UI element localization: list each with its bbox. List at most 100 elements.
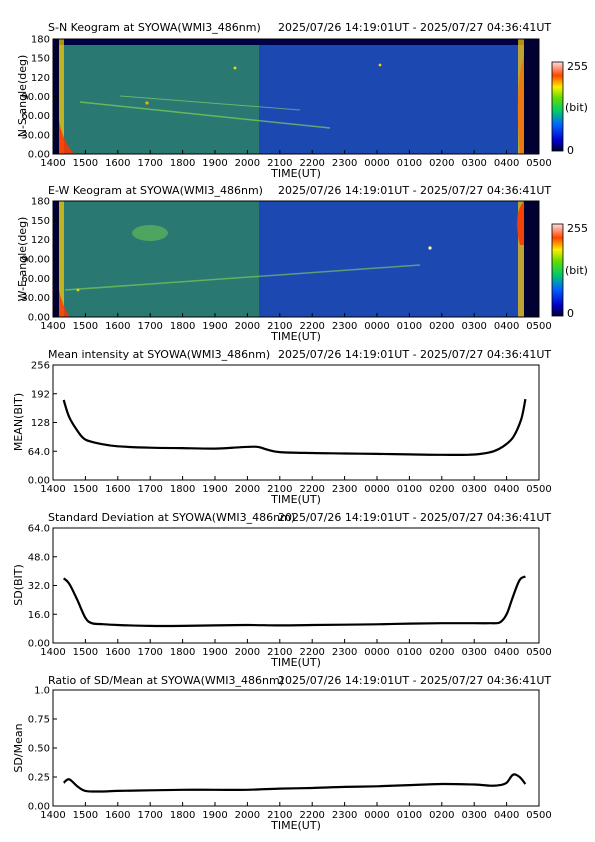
x-tick-label: 1600 — [105, 810, 130, 821]
sn-keogram-image — [53, 39, 539, 154]
y-tick-label: 120 — [31, 73, 50, 84]
sn-keogram-xlabel: TIME(UT) — [270, 167, 321, 180]
mean-panel: Mean intensity at SYOWA(WMI3_486nm) 2025… — [12, 348, 552, 506]
x-tick-label: 2200 — [299, 647, 324, 658]
ew-keogram-time-range: 2025/07/26 14:19:01UT - 2025/07/27 04:36… — [278, 184, 551, 197]
x-tick-label: 2300 — [332, 647, 357, 658]
sn-keogram-title: S-N Keogram at SYOWA(WMI3_486nm) — [48, 21, 261, 34]
x-tick-label: 1900 — [202, 158, 227, 169]
y-tick-label: 64.0 — [28, 524, 50, 535]
x-tick-label: 0000 — [364, 484, 389, 495]
x-tick-label: 1800 — [170, 647, 195, 658]
x-tick-label: 0500 — [526, 647, 551, 658]
x-tick-label: 0500 — [526, 158, 551, 169]
y-tick-label: 60.00 — [21, 111, 50, 122]
ratio-xlabel: TIME(UT) — [270, 819, 321, 832]
y-tick-label: 48.0 — [28, 552, 50, 563]
mean-title: Mean intensity at SYOWA(WMI3_486nm) — [48, 348, 270, 361]
x-tick-label: 0300 — [461, 647, 486, 658]
x-tick-label: 2000 — [235, 810, 260, 821]
x-tick-label: 2200 — [299, 810, 324, 821]
y-tick-label: 90.00 — [21, 92, 50, 103]
x-tick-label: 1600 — [105, 158, 130, 169]
y-tick-label: 1.0 — [34, 686, 50, 697]
x-tick-label: 2200 — [299, 321, 324, 332]
ratio-plot-area — [52, 689, 540, 807]
x-tick-label: 1800 — [170, 484, 195, 495]
y-tick-label: 0.50 — [28, 744, 50, 755]
x-tick-label: 2000 — [235, 321, 260, 332]
x-tick-label: 0000 — [364, 810, 389, 821]
x-tick-label: 1800 — [170, 810, 195, 821]
y-tick-label: 0.00 — [28, 150, 50, 161]
y-tick-label: 90.00 — [21, 255, 50, 266]
x-tick-label: 1400 — [40, 810, 65, 821]
x-tick-label: 1800 — [170, 158, 195, 169]
mean-xlabel: TIME(UT) — [270, 493, 321, 506]
y-tick-label: 16.0 — [28, 610, 50, 621]
x-tick-label: 1700 — [137, 321, 162, 332]
x-tick-label: 0300 — [461, 484, 486, 495]
x-tick-label: 1600 — [105, 321, 130, 332]
x-tick-label: 1500 — [73, 647, 98, 658]
sd-time-range: 2025/07/26 14:19:01UT - 2025/07/27 04:36… — [278, 511, 551, 524]
x-tick-label: 0200 — [429, 158, 454, 169]
x-tick-label: 0100 — [397, 647, 422, 658]
x-tick-label: 2300 — [332, 158, 357, 169]
y-tick-label: 64.0 — [28, 447, 50, 458]
x-tick-label: 0100 — [397, 158, 422, 169]
ratio-title: Ratio of SD/Mean at SYOWA(WMI3_486nm) — [48, 674, 284, 687]
x-tick-label: 2100 — [267, 647, 292, 658]
x-tick-label: 1400 — [40, 158, 65, 169]
x-tick-label: 1900 — [202, 484, 227, 495]
x-tick-label: 2000 — [235, 484, 260, 495]
x-tick-label: 0000 — [364, 647, 389, 658]
y-tick-label: 0.00 — [28, 639, 50, 650]
x-tick-label: 0200 — [429, 810, 454, 821]
y-tick-label: 60.00 — [21, 274, 50, 285]
x-tick-label: 1500 — [73, 810, 98, 821]
x-tick-label: 0200 — [429, 484, 454, 495]
mean-plot-area — [52, 364, 540, 481]
ew-colorbar-unit: (bit) — [565, 264, 588, 277]
x-tick-label: 0500 — [526, 484, 551, 495]
x-tick-label: 2100 — [267, 810, 292, 821]
sd-xlabel: TIME(UT) — [270, 656, 321, 669]
x-tick-label: 0400 — [494, 810, 519, 821]
y-tick-label: 192 — [31, 389, 50, 400]
sn-colorbar-max: 255 — [567, 60, 588, 73]
y-tick-label: 30.00 — [21, 293, 50, 304]
y-tick-label: 0.00 — [28, 802, 50, 813]
x-tick-label: 0400 — [494, 484, 519, 495]
y-tick-label: 0.00 — [28, 313, 50, 324]
x-tick-label: 2200 — [299, 484, 324, 495]
ew-keogram-title: E-W Keogram at SYOWA(WMI3_486nm) — [48, 184, 263, 197]
y-tick-label: 0.00 — [28, 476, 50, 487]
ratio-ylabel: SD/Mean — [12, 723, 25, 772]
sd-panel: Standard Deviation at SYOWA(WMI3_486nm) … — [12, 511, 552, 669]
ew-keogram-panel: E-W Keogram at SYOWA(WMI3_486nm) 2025/07… — [16, 184, 588, 343]
y-tick-label: 120 — [31, 235, 50, 246]
x-tick-label: 1900 — [202, 647, 227, 658]
x-tick-label: 0000 — [364, 158, 389, 169]
x-tick-label: 0100 — [397, 321, 422, 332]
ew-keogram-image — [53, 201, 539, 317]
x-tick-label: 0200 — [429, 321, 454, 332]
x-tick-label: 2100 — [267, 484, 292, 495]
ew-keogram-ylabel: W-E angle(deg) — [16, 217, 29, 302]
x-tick-label: 1700 — [137, 810, 162, 821]
x-tick-label: 1400 — [40, 647, 65, 658]
sd-title: Standard Deviation at SYOWA(WMI3_486nm) — [48, 511, 295, 524]
sn-keogram-ylabel: N-S angle(deg) — [16, 55, 29, 138]
sn-colorbar-min: 0 — [567, 144, 574, 157]
x-tick-label: 0400 — [494, 158, 519, 169]
ratio-panel: Ratio of SD/Mean at SYOWA(WMI3_486nm) 20… — [12, 674, 552, 832]
x-tick-label: 0300 — [461, 158, 486, 169]
x-tick-label: 0400 — [494, 321, 519, 332]
mean-ylabel: MEAN(BIT) — [12, 393, 25, 451]
y-tick-label: 256 — [31, 361, 50, 372]
x-tick-label: 0300 — [461, 321, 486, 332]
y-tick-label: 30.00 — [21, 130, 50, 141]
series-line — [62, 773, 527, 793]
